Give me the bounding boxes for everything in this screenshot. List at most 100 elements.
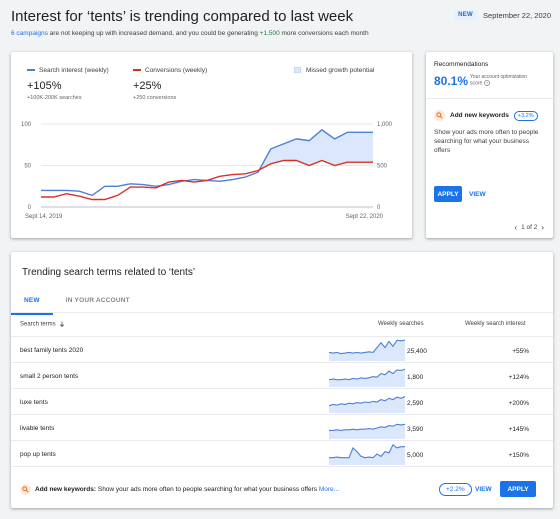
trending-terms-title: Trending search terms related to ‘tents’	[22, 267, 196, 278]
recommendations-title: Recommendations	[434, 61, 489, 68]
legend-conversions-label: Conversions (weekly)	[145, 67, 208, 74]
sparkline	[329, 443, 405, 465]
trend-chart-card: Search interest (weekly) +105% +100K-200…	[11, 52, 412, 238]
recommendations-card: Recommendations 80.1% Your account optim…	[426, 52, 553, 238]
missed-growth-swatch	[294, 67, 301, 74]
weekly-search-interest: +145%	[508, 426, 529, 433]
page-subtitle: 6 campaigns are not keeping up with incr…	[11, 30, 369, 37]
sparkline-area	[329, 424, 405, 439]
add-keywords-recommendation: Add new keywords +3.2%	[434, 110, 538, 121]
sparkline-line	[329, 423, 405, 431]
x-axis-end-label: Sept 22, 2020	[346, 214, 384, 220]
chevron-right-icon[interactable]: ›	[541, 223, 544, 232]
conversions-gain: +1,500	[259, 30, 280, 37]
sparkline-line	[329, 368, 405, 381]
legend-search-interest[interactable]: Search interest (weekly) +105% +100K-200…	[27, 67, 109, 101]
column-header-weekly-interest[interactable]: Weekly search interest	[465, 321, 526, 327]
legend-missed-growth[interactable]: Missed growth potential	[294, 67, 374, 74]
keyword-uplift-pill: +3.2%	[513, 110, 538, 121]
search-term: small 2 person tents	[20, 373, 79, 380]
table-row[interactable]: pop up tents 5,000 +150%	[11, 441, 553, 467]
help-icon[interactable]: ?	[483, 80, 490, 86]
chevron-left-icon[interactable]: ‹	[514, 223, 518, 232]
search-icon	[434, 110, 445, 121]
weekly-searches: 25,400	[407, 348, 427, 355]
view-button[interactable]: VIEW	[469, 191, 486, 198]
table-row[interactable]: best family tents 2020 25,400 +55%	[11, 337, 553, 363]
y-axis-right-tick: 500	[377, 164, 388, 170]
weekly-searches: 1,800	[407, 374, 424, 381]
sparkline	[329, 368, 405, 387]
tab-new[interactable]: NEW	[11, 292, 53, 315]
weekly-searches: 5,000	[407, 452, 424, 459]
sparkline-line	[329, 443, 405, 459]
subtitle-text-end: more conversions each month	[279, 30, 369, 37]
weekly-searches: 2,590	[407, 400, 424, 407]
sparkline-area	[329, 444, 405, 465]
y-axis-right-tick: 1,000	[377, 122, 393, 128]
divider	[11, 312, 553, 313]
new-badge: NEW	[454, 10, 478, 20]
weekly-search-interest: +55%	[512, 348, 529, 355]
terms-tabs: NEW IN YOUR ACCOUNT	[11, 292, 143, 315]
trending-terms-card: Trending search terms related to ‘tents’…	[11, 252, 553, 508]
table-row[interactable]: luxe tents 2,590 +200%	[11, 389, 553, 415]
search-term: best family tents 2020	[20, 347, 84, 354]
tab-in-your-account[interactable]: IN YOUR ACCOUNT	[65, 297, 130, 304]
weekly-search-interest: +150%	[508, 452, 529, 459]
sparkline	[329, 423, 405, 439]
footer-description: Show your ads more often to people searc…	[96, 486, 319, 493]
search-interest-swatch	[27, 69, 35, 72]
legend-conversions[interactable]: Conversions (weekly) +25% +250 conversio…	[133, 67, 207, 101]
pager-count: 1 of 2	[521, 224, 538, 231]
svg-text:?: ?	[486, 81, 488, 85]
divider	[426, 98, 553, 99]
y-axis-right-tick: 0	[377, 205, 381, 211]
y-axis-left-tick: 0	[28, 205, 32, 211]
campaigns-link[interactable]: 6 campaigns	[11, 30, 48, 37]
footer-view-button[interactable]: VIEW	[475, 486, 492, 493]
optimization-score-label: Your account optimization score ?	[470, 74, 540, 86]
conversions-sub: +250 conversions	[133, 95, 177, 101]
optimization-score: 80.1%	[434, 74, 469, 88]
sparkline-area	[329, 340, 405, 361]
divider	[11, 336, 553, 337]
column-header-weekly-searches[interactable]: Weekly searches	[378, 321, 424, 327]
recommendation-description: Show your ads more often to people searc…	[434, 129, 539, 154]
weekly-search-interest: +200%	[508, 400, 529, 407]
date-area: NEW September 22, 2020	[454, 10, 551, 20]
sparkline	[329, 339, 405, 361]
y-axis-left-tick: 50	[24, 164, 31, 170]
arrow-down-icon	[60, 321, 65, 327]
footer-uplift-pill: +2.2%	[439, 483, 472, 496]
search-interest-change: +105%	[27, 80, 62, 92]
report-date: September 22, 2020	[483, 10, 551, 20]
legend-missed-label: Missed growth potential	[306, 67, 375, 74]
weekly-search-interest: +124%	[508, 374, 529, 381]
sparkline-line	[329, 395, 405, 407]
apply-button[interactable]: APPLY	[434, 186, 462, 202]
sparkline	[329, 395, 405, 413]
conversions-swatch	[133, 69, 141, 72]
sparkline-line	[329, 339, 405, 355]
weekly-searches: 3,590	[407, 426, 424, 433]
search-interest-sub: +100K-200K searches	[27, 95, 82, 101]
legend-search-label: Search interest (weekly)	[39, 67, 109, 74]
footer-apply-button[interactable]: APPLY	[500, 481, 536, 497]
missed-growth-area	[258, 129, 373, 173]
page-title: Interest for ‘tents’ is trending compare…	[11, 8, 354, 25]
table-row[interactable]: livable tents 3,590 +145%	[11, 415, 553, 441]
y-axis-left-tick: 100	[21, 122, 32, 128]
optimization-score-label-text: Your account optimization score	[470, 74, 528, 87]
search-term: livable tents	[20, 425, 55, 432]
table-row[interactable]: small 2 person tents 1,800 +124%	[11, 363, 553, 389]
conversions-change: +25%	[133, 80, 162, 92]
subtitle-text: are not keeping up with increased demand…	[47, 30, 260, 37]
column-header-search-terms-label: Search terms	[20, 321, 56, 328]
column-header-search-terms[interactable]: Search terms	[20, 321, 65, 328]
footer-bold: Add new keywords:	[35, 486, 97, 493]
more-link[interactable]: More...	[318, 486, 340, 493]
recommendation-pager: ‹ 1 of 2 ›	[514, 223, 544, 232]
add-keywords-title: Add new keywords	[450, 112, 509, 119]
